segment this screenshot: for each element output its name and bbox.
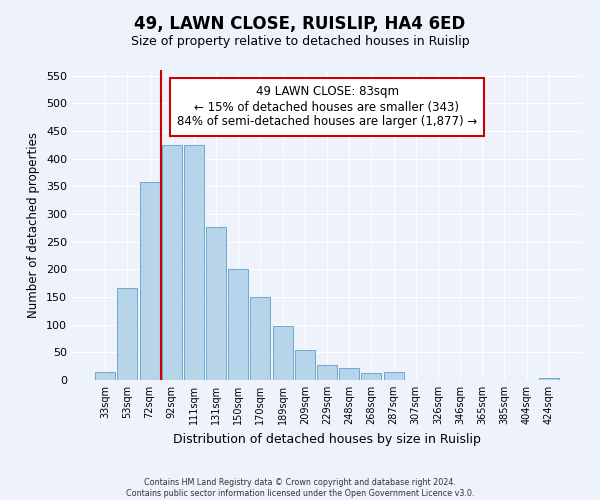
Bar — [228, 270, 248, 380]
Bar — [295, 350, 315, 380]
Bar — [539, 378, 559, 380]
Text: 49, LAWN CLOSE, RUISLIP, HA4 6ED: 49, LAWN CLOSE, RUISLIP, HA4 6ED — [134, 15, 466, 33]
Text: Size of property relative to detached houses in Ruislip: Size of property relative to detached ho… — [131, 35, 469, 48]
Bar — [140, 182, 160, 380]
X-axis label: Distribution of detached houses by size in Ruislip: Distribution of detached houses by size … — [173, 432, 481, 446]
Bar — [95, 372, 115, 380]
Text: 49 LAWN CLOSE: 83sqm
← 15% of detached houses are smaller (343)
84% of semi-deta: 49 LAWN CLOSE: 83sqm ← 15% of detached h… — [177, 86, 477, 128]
Bar — [339, 368, 359, 380]
Bar — [250, 297, 271, 380]
Bar — [317, 364, 337, 380]
Bar — [206, 226, 226, 380]
Bar — [118, 288, 137, 380]
Bar — [162, 144, 182, 380]
Bar — [383, 372, 404, 380]
Bar — [184, 144, 204, 380]
Bar — [272, 326, 293, 380]
Bar — [361, 373, 382, 380]
Text: Contains HM Land Registry data © Crown copyright and database right 2024.
Contai: Contains HM Land Registry data © Crown c… — [126, 478, 474, 498]
Y-axis label: Number of detached properties: Number of detached properties — [28, 132, 40, 318]
